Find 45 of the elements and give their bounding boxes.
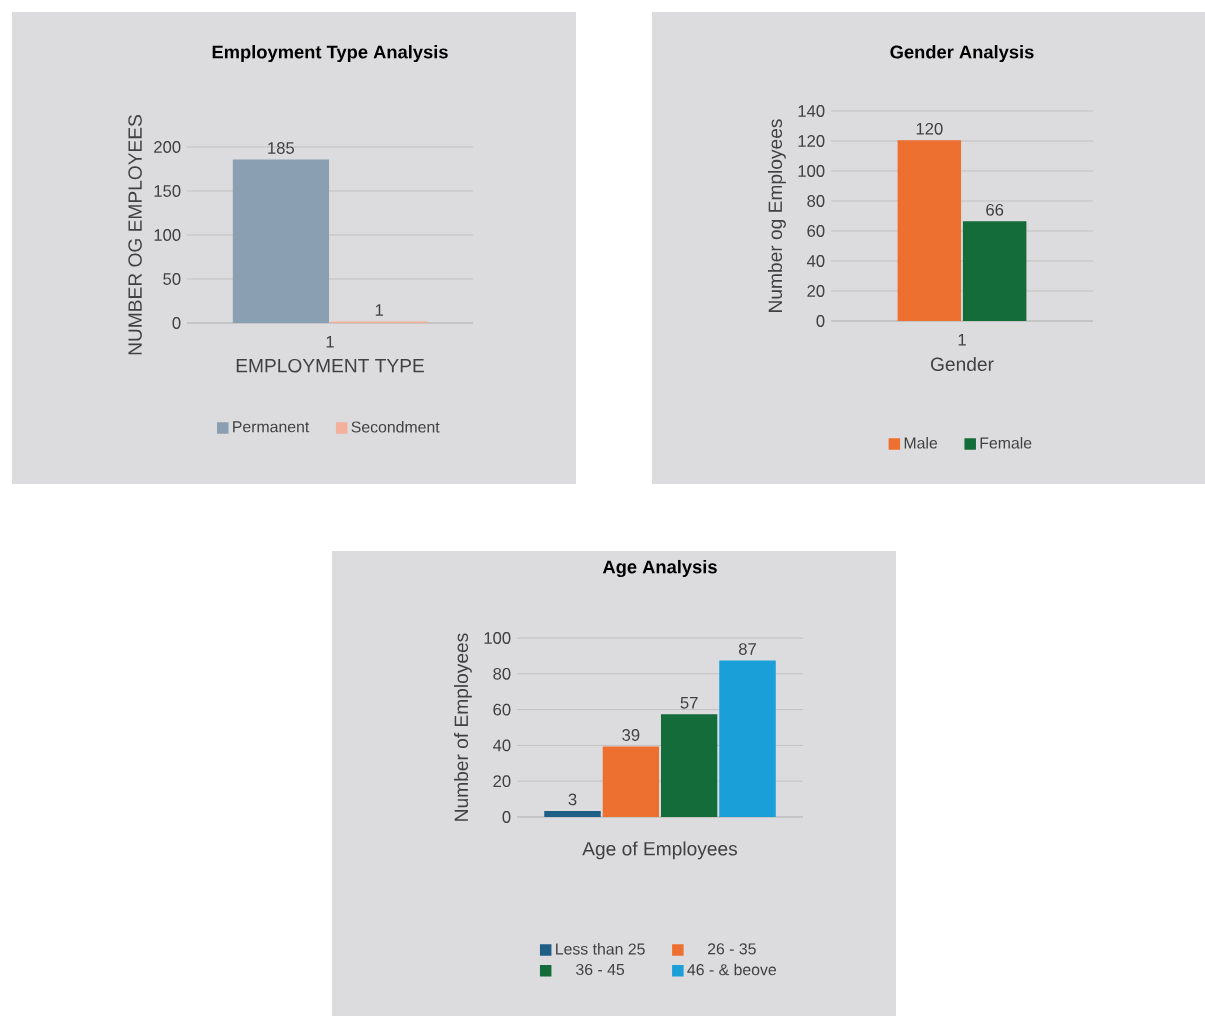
y-tick-label: 20 (493, 775, 511, 788)
y-tick-label: 120 (798, 135, 825, 147)
y-tick-label: 150 (154, 185, 181, 197)
data-label: 87 (738, 643, 756, 655)
legend-label: 36 - 45 (576, 963, 625, 976)
y-tick-label: 0 (816, 315, 825, 327)
legend-label: 26 - 35 (707, 943, 756, 955)
legend-label: Less than 25 (556, 943, 645, 955)
y-tick-label: 60 (493, 703, 511, 716)
chart-title: Age Analysis (602, 559, 717, 578)
y-tick-label: 40 (806, 255, 825, 267)
x-axis-title: EMPLOYMENT TYPE (236, 358, 424, 373)
data-label: 185 (268, 142, 295, 154)
data-label: 1 (375, 304, 383, 316)
legend-label: Male (904, 436, 938, 449)
data-label: 66 (986, 203, 1004, 216)
y-axis-title: Number of Employees (454, 633, 472, 821)
y-axis-title: NUMBER OG EMPLOYEES (128, 115, 142, 355)
y-tick-label: 80 (807, 195, 825, 207)
data-label: 3 (568, 793, 577, 806)
bar (602, 746, 660, 817)
y-tick-label: 60 (807, 225, 825, 237)
y-tick-label: 80 (493, 667, 511, 680)
chart-title: Employment Type Analysis (212, 45, 448, 63)
y-tick-label: 100 (484, 632, 511, 644)
y-tick-label: 200 (154, 141, 181, 153)
legend-label: Female (980, 436, 1032, 449)
y-tick-label: 140 (798, 105, 825, 117)
y-tick-label: 100 (798, 165, 825, 177)
y-axis-title: Number og Employees (768, 119, 786, 312)
y-tick-label: 40 (492, 739, 511, 752)
y-tick-label: 50 (163, 273, 181, 285)
chart-title: Gender Analysis (890, 45, 1034, 63)
legend-label: Secondment (351, 420, 440, 433)
y-tick-label: 0 (172, 317, 181, 329)
y-tick-label: 100 (154, 229, 181, 241)
y-tick-label: 0 (502, 811, 511, 823)
legend-label: 46 - & beove (687, 963, 777, 976)
x-axis-title: Gender (931, 356, 994, 371)
data-label: 39 (622, 729, 640, 741)
x-axis-title: Age of Employees (582, 841, 738, 860)
y-tick-label: 20 (807, 285, 825, 297)
data-label: 57 (680, 697, 698, 709)
data-label: 120 (916, 122, 943, 135)
legend-label: Permanent (233, 421, 310, 433)
